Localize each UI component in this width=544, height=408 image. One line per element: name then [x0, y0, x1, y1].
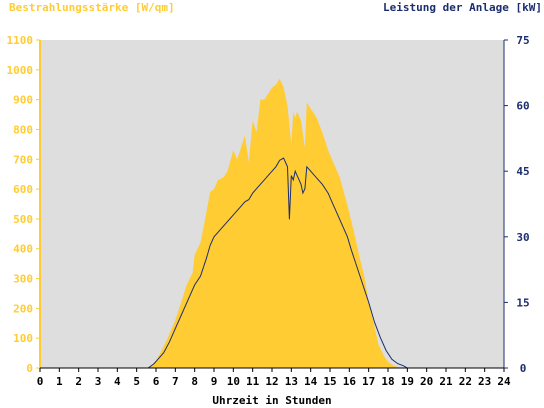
x-axis: 0 1 2 3 4 5 6 7 8 9 10 11 12 13 14 15 16 17 18 19 20 21 22 23 24	[37, 367, 511, 388]
right-axis-title: Leistung der Anlage [kW]	[383, 1, 542, 14]
right-tick-label: 60	[516, 100, 529, 113]
left-tick-label: 1100	[7, 34, 34, 47]
left-tick-label: 900	[13, 94, 33, 107]
right-tick-label: 75	[516, 34, 529, 47]
left-tick-label: 0	[26, 362, 33, 375]
power-line	[40, 157, 504, 369]
left-tick-label: 800	[13, 123, 33, 136]
right-axis: 0 15 30 45 60 75	[503, 34, 530, 375]
x-tick-label: 22	[459, 375, 472, 388]
x-tick-label: 24	[497, 375, 511, 388]
x-tick-label: 18	[381, 375, 394, 388]
left-tick-label: 300	[13, 273, 33, 286]
x-tick-label: 11	[246, 375, 260, 388]
x-tick-label: 12	[265, 375, 278, 388]
x-tick-label: 1	[56, 375, 63, 388]
left-tick-label: 400	[13, 243, 33, 256]
x-tick-label: 20	[420, 375, 433, 388]
x-tick-label: 19	[401, 375, 414, 388]
right-tick-label: 45	[516, 165, 529, 178]
left-axis: 0 100 200 300 400 500 600 700 800 900 1000 1100	[7, 34, 41, 375]
x-tick-label: 15	[323, 375, 336, 388]
left-tick-label: 700	[13, 153, 33, 166]
x-tick-label: 13	[285, 375, 298, 388]
x-tick-label: 21	[439, 375, 453, 388]
left-tick-label: 600	[13, 183, 33, 196]
x-tick-label: 17	[362, 375, 375, 388]
left-tick-label: 200	[13, 302, 33, 315]
x-tick-label: 14	[304, 375, 318, 388]
irradiance-area	[40, 78, 504, 369]
x-tick-label: 0	[37, 375, 44, 388]
left-tick-label: 1000	[7, 64, 34, 77]
right-tick-label: 30	[516, 231, 529, 244]
x-tick-label: 3	[95, 375, 102, 388]
x-tick-label: 10	[227, 375, 240, 388]
x-axis-title: Uhrzeit in Stunden	[212, 394, 332, 407]
right-tick-label: 15	[516, 296, 529, 309]
left-tick-label: 100	[13, 332, 33, 345]
left-tick-label: 500	[13, 213, 33, 226]
x-tick-label: 7	[172, 375, 179, 388]
x-tick-label: 5	[133, 375, 140, 388]
x-tick-label: 6	[153, 375, 160, 388]
x-tick-label: 16	[343, 375, 357, 388]
right-tick-label: 0	[520, 362, 527, 375]
x-tick-label: 4	[114, 375, 121, 388]
x-tick-label: 23	[478, 375, 491, 388]
x-tick-label: 2	[75, 375, 82, 388]
x-tick-label: 8	[191, 375, 198, 388]
left-axis-title: Bestrahlungsstärke [W/qm]	[9, 1, 175, 14]
x-tick-label: 9	[211, 375, 218, 388]
